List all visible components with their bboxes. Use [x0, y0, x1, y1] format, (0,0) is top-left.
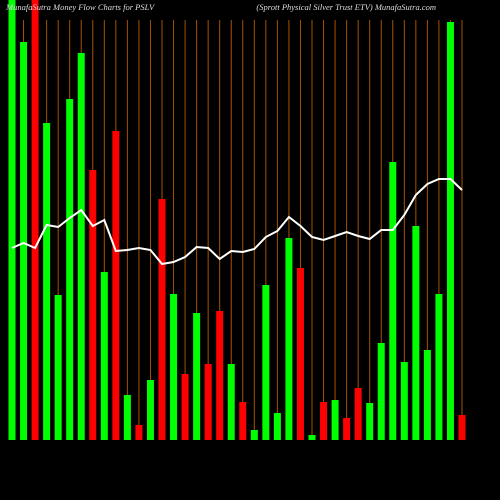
- chart-title: MunafaSutra Money Flow Charts for PSLV: [5, 2, 156, 12]
- bar: [20, 42, 28, 440]
- bar: [112, 131, 120, 440]
- bar: [181, 374, 189, 440]
- bar: [446, 22, 454, 440]
- bar: [8, 0, 16, 440]
- bar: [158, 199, 166, 440]
- bar: [366, 403, 374, 440]
- bar: [400, 362, 408, 440]
- bar: [343, 418, 351, 440]
- bar: [458, 415, 466, 440]
- bar: [193, 313, 201, 440]
- bar: [135, 425, 143, 440]
- bar: [43, 123, 51, 440]
- bar: [377, 343, 385, 440]
- money-flow-line: [11, 178, 463, 266]
- bar: [308, 435, 316, 440]
- bar: [216, 311, 224, 440]
- bar: [89, 170, 97, 440]
- bar: [273, 413, 281, 440]
- bar: [331, 400, 339, 440]
- bar: [412, 226, 420, 440]
- bar: [100, 272, 108, 440]
- chart-subtitle: (Sprott Physical Silver Trust ETV) Munaf…: [256, 2, 436, 12]
- bar: [227, 364, 235, 440]
- bar: [170, 294, 178, 440]
- bar: [250, 430, 258, 440]
- bar: [54, 295, 62, 440]
- bar: [146, 380, 154, 440]
- bars: [8, 0, 466, 440]
- bar: [285, 238, 293, 440]
- bar: [296, 268, 304, 440]
- bar: [354, 388, 362, 440]
- bar: [31, 0, 39, 440]
- bar: [435, 294, 443, 440]
- bar: [423, 350, 431, 440]
- bar: [389, 162, 397, 440]
- bar: [320, 402, 328, 440]
- bar: [239, 402, 247, 440]
- bar: [66, 99, 74, 440]
- bar: [204, 364, 212, 440]
- bar: [262, 285, 270, 440]
- bar: [123, 395, 131, 440]
- bar: [77, 53, 85, 440]
